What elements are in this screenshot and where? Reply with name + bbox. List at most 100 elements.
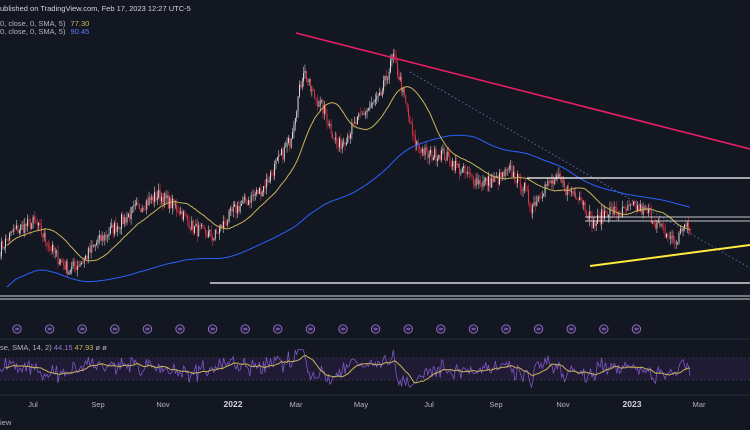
candle-body [372, 102, 374, 104]
candle-body [468, 172, 470, 175]
candle-body [536, 200, 538, 206]
candle-body [54, 251, 56, 253]
candle-body [276, 156, 278, 161]
x-tick-label: Mar [693, 400, 706, 409]
candle-body [129, 214, 131, 220]
candle-body [152, 196, 154, 202]
downtrend-line[interactable] [295, 32, 750, 150]
candle-body [93, 244, 95, 247]
candle-body [307, 80, 309, 83]
candle-body [217, 232, 219, 234]
candle-body [442, 148, 444, 151]
candle-body [239, 205, 241, 212]
x-tick-label: Mar [290, 400, 303, 409]
candle-body [481, 185, 483, 187]
candle-body [617, 212, 619, 215]
candle-body [163, 193, 165, 205]
candle-body [2, 241, 4, 249]
candle-body [610, 207, 612, 208]
x-tick-label: Jul [28, 400, 38, 409]
candle-body [666, 233, 667, 238]
candle-body [256, 189, 258, 195]
candle-body [316, 99, 318, 107]
candle-body [537, 196, 539, 201]
candle-body [597, 214, 598, 224]
candle-body [78, 265, 80, 267]
candle-body [369, 106, 371, 109]
candle-body [136, 202, 138, 205]
candle-body [558, 173, 560, 177]
candle-body [530, 207, 532, 214]
event-arrow-icon [243, 327, 248, 331]
candle-body [86, 255, 88, 260]
candle-body [92, 245, 93, 247]
ma-legend-2[interactable]: 0, close, 0, SMA, 5) 90.45 [0, 27, 92, 36]
candle-body [212, 237, 213, 240]
candle-body [457, 164, 459, 165]
candle-body [111, 224, 113, 228]
candle-body [677, 242, 679, 244]
candle-body [445, 159, 447, 161]
publish-header: ublished on TradingView.com, Feb 17, 202… [0, 4, 194, 13]
candle-body [243, 196, 245, 201]
candle-body [657, 221, 659, 223]
candle-body [227, 221, 229, 225]
candle-body [594, 221, 596, 226]
candle-body [334, 137, 336, 140]
support-trend-line[interactable] [589, 244, 750, 267]
candle-body [399, 76, 401, 80]
candle-body [562, 181, 564, 183]
candle-body [490, 178, 492, 188]
candle-body [358, 113, 360, 118]
candle-body [310, 79, 311, 92]
candle-body [421, 148, 423, 153]
candle-body [125, 217, 127, 223]
candle-body [322, 100, 324, 114]
candle-body [300, 84, 302, 88]
candle-body [340, 138, 342, 150]
candle-body [83, 258, 85, 264]
candle-body [205, 229, 207, 235]
candle-body [608, 214, 610, 217]
event-arrow-icon [601, 327, 607, 331]
dotted-trend-line[interactable] [409, 71, 750, 269]
x-tick-label: 2022 [224, 399, 243, 409]
candle-body [431, 150, 433, 161]
candle-body [105, 234, 107, 237]
candle-body [540, 198, 542, 199]
candle-body [140, 209, 142, 213]
candle-body [394, 53, 396, 56]
candle-body [25, 223, 27, 227]
candle-body [598, 214, 600, 216]
candle-body [603, 211, 605, 219]
candle-body [459, 164, 460, 174]
event-arrow-icon [503, 327, 509, 331]
candle-body [412, 123, 414, 135]
candle-body [47, 246, 49, 248]
candle-body [361, 114, 363, 115]
candle-body [652, 222, 654, 223]
candle-body [148, 197, 150, 206]
publish-text: ublished on TradingView.com, Feb 17, 202… [0, 4, 191, 13]
candle-body [623, 206, 625, 208]
candle-body [213, 238, 215, 240]
candle-body [634, 201, 636, 205]
candle-body [119, 228, 121, 229]
candle-body [336, 137, 338, 143]
rsi-legend[interactable]: se, SMA, 14, 2) 44.15 47.93 ø ø [0, 343, 107, 352]
candle-body [644, 205, 645, 210]
candle-body [626, 208, 627, 211]
candle-body [528, 190, 529, 203]
candle-body [544, 184, 546, 194]
candle-body [427, 150, 429, 159]
candle-body [61, 260, 63, 263]
candle-body [10, 231, 12, 233]
candle-body [384, 75, 386, 81]
candle-body [576, 198, 578, 200]
candle-body [668, 236, 670, 239]
candle-body [80, 262, 82, 265]
candle-body [672, 236, 674, 241]
ma-legend-1[interactable]: 0, close, 0, SMA, 5) 77.30 [0, 19, 92, 28]
candle-body [403, 87, 405, 95]
candle-body [523, 183, 525, 191]
